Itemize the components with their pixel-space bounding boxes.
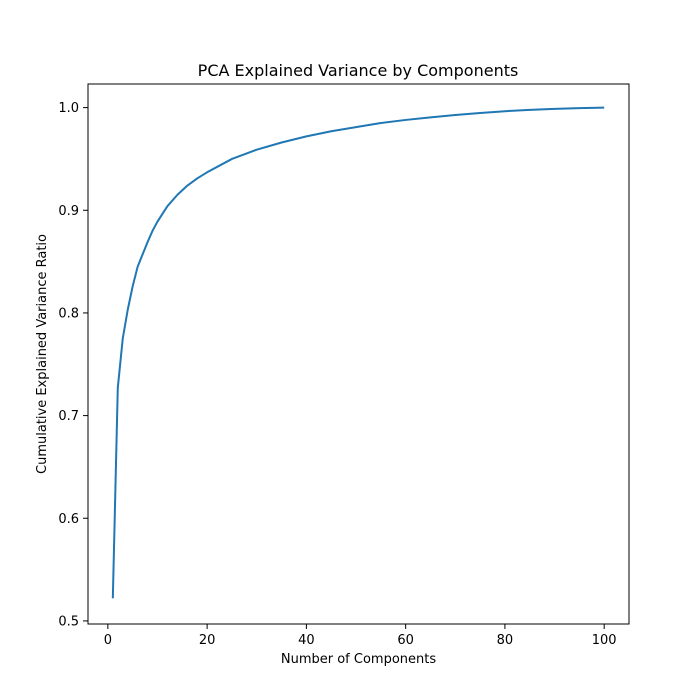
series-layer: [111, 106, 605, 599]
x-axis: 0 20 40 60 80 100: [104, 624, 617, 648]
y-axis: 0.5 0.6 0.7 0.8 0.9 1.0: [58, 101, 88, 629]
axes-frame: [87, 83, 630, 625]
y-tick-label: 0.7: [58, 409, 79, 424]
y-tick-label: 0.9: [58, 204, 79, 219]
x-tick-label: 0: [104, 633, 112, 648]
x-tick-label: 80: [497, 633, 514, 648]
y-tick-label: 0.8: [58, 306, 79, 321]
y-tick-label: 0.5: [58, 614, 79, 629]
x-tick-label: 20: [199, 633, 216, 648]
y-tick-label: 0.6: [58, 512, 79, 527]
x-tick-label: 40: [298, 633, 315, 648]
y-axis-label: Cumulative Explained Variance Ratio: [35, 234, 50, 474]
series-line-0: [111, 106, 605, 599]
x-tick-label: 60: [397, 633, 414, 648]
x-axis-label: Number of Components: [281, 652, 436, 667]
y-tick-label: 1.0: [58, 101, 79, 116]
x-tick-label: 100: [592, 633, 617, 648]
chart-title: PCA Explained Variance by Components: [198, 61, 519, 80]
